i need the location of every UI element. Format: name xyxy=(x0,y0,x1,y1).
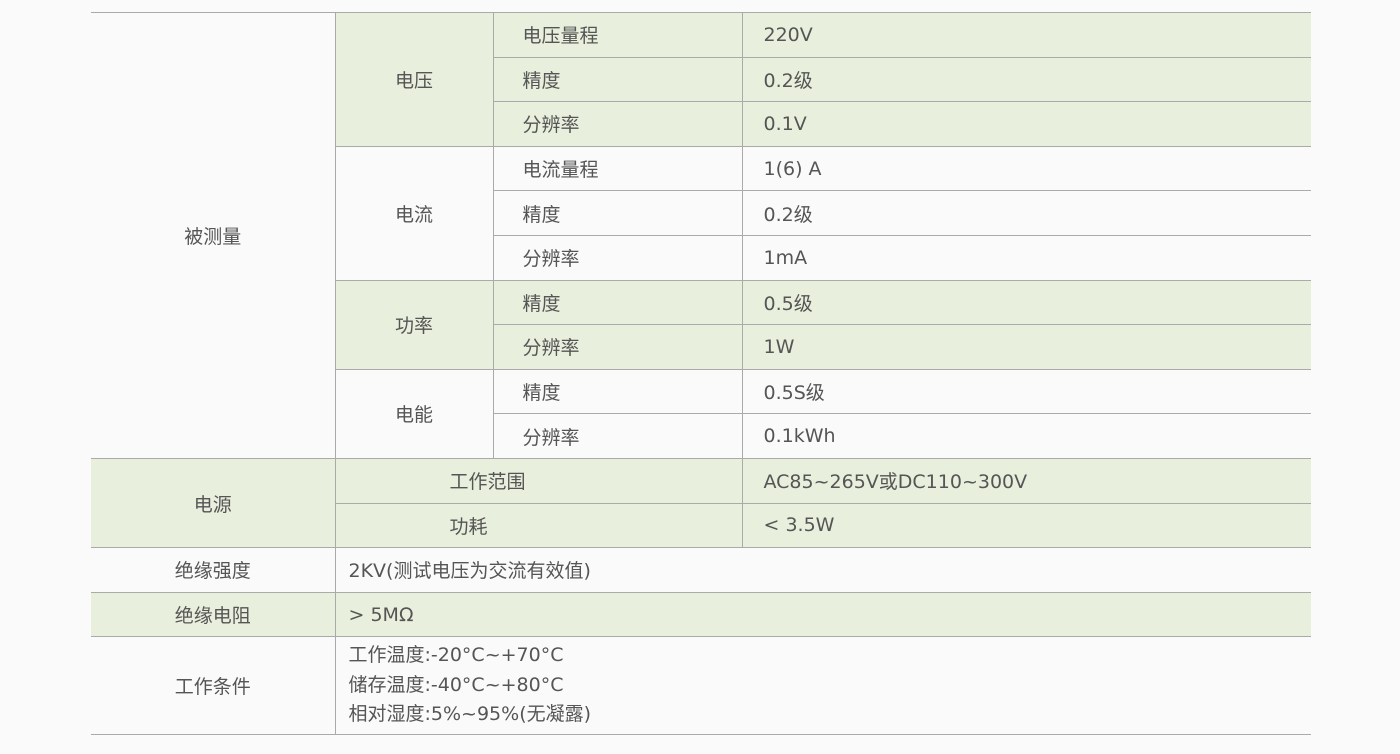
table-row: 电流 电流量程 1(6) A xyxy=(91,145,1311,281)
group-voltage: 电压 xyxy=(334,12,494,147)
group-power: 功率 xyxy=(335,279,494,370)
insulation-resistance-value: > 5MΩ xyxy=(334,591,1311,638)
table-row: 精度 0.2级 xyxy=(91,190,1311,236)
table-row: 绝缘电阻 > 5MΩ xyxy=(91,591,1311,638)
param-value: 0.2级 xyxy=(741,190,1311,236)
param-value: 0.5级 xyxy=(741,279,1311,326)
param-name: 精度 xyxy=(493,56,743,103)
table-row: 功率 精度 0.5级 xyxy=(91,279,1311,370)
param-name: 分辨率 xyxy=(493,413,743,459)
table-row: 分辨率 1mA xyxy=(91,234,1311,281)
table-row: 电源 工作范围 AC85~265V或DC110~300V xyxy=(91,457,1311,549)
param-name: 电压量程 xyxy=(492,12,743,58)
table-row: 分辨率 0.1V xyxy=(91,101,1311,147)
group-energy: 电能 xyxy=(335,368,494,459)
working-conditions-label: 工作条件 xyxy=(91,636,336,735)
table-row: 被测量 电压 电压量程 220V xyxy=(91,12,1311,459)
param-name: 分辨率 xyxy=(493,324,743,370)
spec-table: 被测量 电压 电压量程 220V 精度 0.2级 分辨率 0.1V 电流 电流量… xyxy=(91,12,1311,735)
table-row: 工作条件 工作温度:-20°C~+70°C 储存温度:-40°C~+80°C 相… xyxy=(91,636,1311,735)
param-name: 功耗 xyxy=(335,502,743,549)
param-name: 精度 xyxy=(493,190,743,236)
param-value: 1W xyxy=(741,324,1311,370)
table-row: 分辨率 1W xyxy=(91,324,1311,370)
param-name: 分辨率 xyxy=(493,101,743,147)
table-row: 电能 精度 0.5S级 xyxy=(91,368,1311,459)
param-value: 0.1V xyxy=(741,101,1311,147)
param-value: 1(6) A xyxy=(741,145,1311,192)
insulation-strength-label: 绝缘强度 xyxy=(91,547,336,593)
param-name: 精度 xyxy=(492,279,743,326)
param-value: AC85~265V或DC110~300V xyxy=(741,457,1311,504)
param-value: 0.5S级 xyxy=(741,368,1311,415)
condition-line: 工作温度:-20°C~+70°C xyxy=(348,644,564,667)
param-value: 220V xyxy=(741,12,1311,58)
param-value: 0.1kWh xyxy=(741,413,1311,459)
param-value: < 3.5W xyxy=(741,502,1311,549)
param-value: 0.2级 xyxy=(741,56,1311,103)
insulation-resistance-label: 绝缘电阻 xyxy=(91,591,336,638)
condition-line: 相对湿度:5%~95%(无凝露) xyxy=(348,703,592,726)
group-current: 电流 xyxy=(335,145,494,281)
table-row: 功耗 < 3.5W xyxy=(91,502,1311,549)
working-conditions-value: 工作温度:-20°C~+70°C 储存温度:-40°C~+80°C 相对湿度:5… xyxy=(334,636,1311,735)
insulation-strength-value: 2KV(测试电压为交流有效值) xyxy=(334,547,1311,593)
param-name: 分辨率 xyxy=(493,234,743,281)
group-measured: 被测量 xyxy=(91,12,336,459)
group-supply: 电源 xyxy=(91,457,336,549)
table-row: 精度 0.2级 xyxy=(91,56,1311,103)
table-row: 绝缘强度 2KV(测试电压为交流有效值) xyxy=(91,547,1311,593)
condition-line: 储存温度:-40°C~+80°C xyxy=(348,673,564,696)
param-name: 电流量程 xyxy=(492,145,743,192)
param-name: 精度 xyxy=(492,368,743,415)
param-value: 1mA xyxy=(741,234,1311,281)
param-name: 工作范围 xyxy=(334,457,743,504)
